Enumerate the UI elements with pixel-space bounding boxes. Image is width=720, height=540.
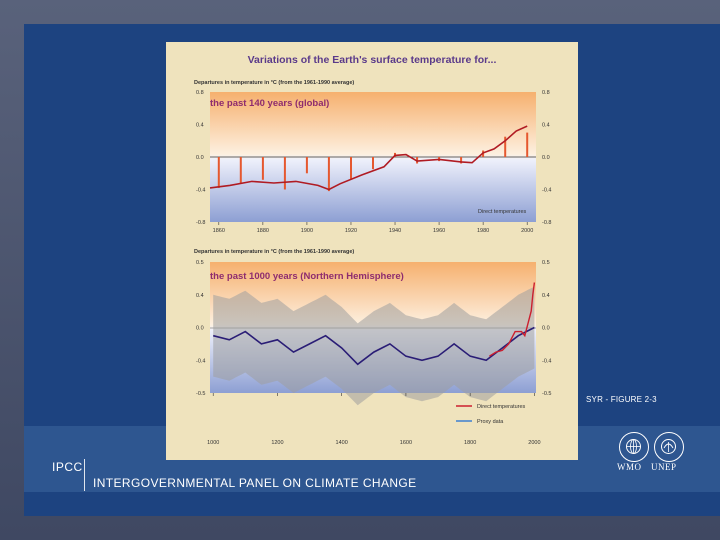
panel1-bar bbox=[217, 157, 220, 188]
panel1-title: the past 140 years (global) bbox=[210, 98, 329, 109]
panel1-bar bbox=[372, 157, 374, 170]
panel1-bar bbox=[504, 136, 507, 157]
panel1-ytick-label: 0.0 bbox=[196, 155, 204, 161]
wmo-logo-icon bbox=[619, 432, 649, 462]
panel2-ylabel: Departures in temperature in °C (from th… bbox=[194, 249, 354, 255]
panel2-title: the past 1000 years (Northern Hemisphere… bbox=[210, 271, 404, 282]
ipcc-short-name: IPCC bbox=[52, 460, 83, 474]
unep-logo-icon bbox=[654, 432, 684, 462]
wmo-text: WMO bbox=[617, 462, 642, 472]
panel2-ytick-label: 0.4 bbox=[196, 293, 204, 299]
panel1-xtick-label: 1940 bbox=[389, 228, 401, 234]
panel2-xtick-label: 1600 bbox=[400, 440, 412, 446]
panel2-ytick-label: -0.4 bbox=[196, 358, 205, 364]
panel1-ytick-label: 0.4 bbox=[196, 123, 204, 129]
panel1-ytick-label-right: 0.0 bbox=[542, 155, 550, 161]
panel2-ytick-label: 0.0 bbox=[196, 326, 204, 332]
panel1-ytick-label: -0.8 bbox=[196, 220, 205, 226]
panel2-ytick-label: 0.5 bbox=[196, 260, 204, 266]
panel1-legend-direct: Direct temperatures bbox=[478, 209, 527, 215]
panel1-ytick-label-right: -0.4 bbox=[542, 188, 551, 194]
panel1-xtick-label: 1960 bbox=[433, 228, 445, 234]
panel2-ytick-label-right: 0.5 bbox=[542, 260, 550, 266]
panel1-xtick-label: 2000 bbox=[521, 228, 533, 234]
figure-title: Variations of the Earth's surface temper… bbox=[248, 54, 497, 66]
panel1-ytick-label-right: 0.4 bbox=[542, 123, 550, 129]
panel1-ytick-label-right: -0.8 bbox=[542, 220, 551, 226]
panel1-ytick-label-right: 0.8 bbox=[542, 90, 550, 96]
panel2-ytick-label: -0.5 bbox=[196, 391, 205, 397]
panel1-smooth-line bbox=[209, 125, 528, 191]
panel1-bar bbox=[460, 157, 463, 164]
panel1-bar bbox=[305, 157, 308, 174]
panel1-bar bbox=[283, 157, 286, 190]
panel2-ytick-label-right: 0.4 bbox=[542, 293, 550, 299]
figure-svg: Variations of the Earth's surface temper… bbox=[194, 54, 551, 446]
panel1-xtick-label: 1920 bbox=[345, 228, 357, 234]
unep-text: UNEP bbox=[651, 462, 677, 472]
panel1-xtick-label: 1900 bbox=[301, 228, 313, 234]
panel2-ytick-label-right: -0.5 bbox=[542, 391, 551, 397]
panel1-xtick-label: 1880 bbox=[257, 228, 269, 234]
ipcc-full-name: INTERGOVERNMENTAL PANEL ON CLIMATE CHANG… bbox=[93, 476, 417, 490]
panel1-ytick-label: -0.4 bbox=[196, 188, 205, 194]
panel2-ticks: 1000 1200 1400 1600 1800 2000 0.5 0.5 0.4 0.4 0.0 0… bbox=[196, 260, 551, 446]
panel2-uncertainty-band bbox=[213, 286, 535, 406]
footer-divider bbox=[84, 459, 85, 491]
panel2-legend-direct: Direct temperatures bbox=[477, 404, 526, 410]
panel1-ytick-label: 0.8 bbox=[196, 90, 204, 96]
panel2-legend-proxy: Proxy data bbox=[477, 419, 504, 425]
figure-panel: Variations of the Earth's surface temper… bbox=[166, 42, 578, 460]
panel2-ytick-label-right: 0.0 bbox=[542, 326, 550, 332]
panel2-smooth-line bbox=[213, 326, 535, 366]
panel2-direct-line bbox=[489, 282, 536, 357]
panel1-bar bbox=[239, 157, 242, 184]
figure-label: SYR - FIGURE 2-3 bbox=[586, 395, 657, 404]
panel2-xtick-label: 1800 bbox=[464, 440, 476, 446]
panel1-xtick-label: 1860 bbox=[213, 228, 225, 234]
panel2-ytick-label-right: -0.4 bbox=[542, 358, 551, 364]
panel2-xtick-label: 1000 bbox=[207, 440, 219, 446]
panel1-xtick-label: 1980 bbox=[477, 228, 489, 234]
panel1-bar bbox=[327, 157, 330, 192]
panel1-ticks: 1860 1880 1900 1920 1940 1960 1980 2000 0.8 0.8 0.… bbox=[196, 90, 551, 234]
panel2-xtick-label: 2000 bbox=[528, 440, 540, 446]
panel2-xtick-label: 1200 bbox=[271, 440, 283, 446]
panel1-ylabel: Departures in temperature in °C (from th… bbox=[194, 80, 354, 86]
panel1-bar bbox=[261, 157, 264, 180]
panel1-bar bbox=[350, 157, 352, 179]
panel2-xtick-label: 1400 bbox=[336, 440, 348, 446]
panel1-bar bbox=[526, 132, 529, 157]
